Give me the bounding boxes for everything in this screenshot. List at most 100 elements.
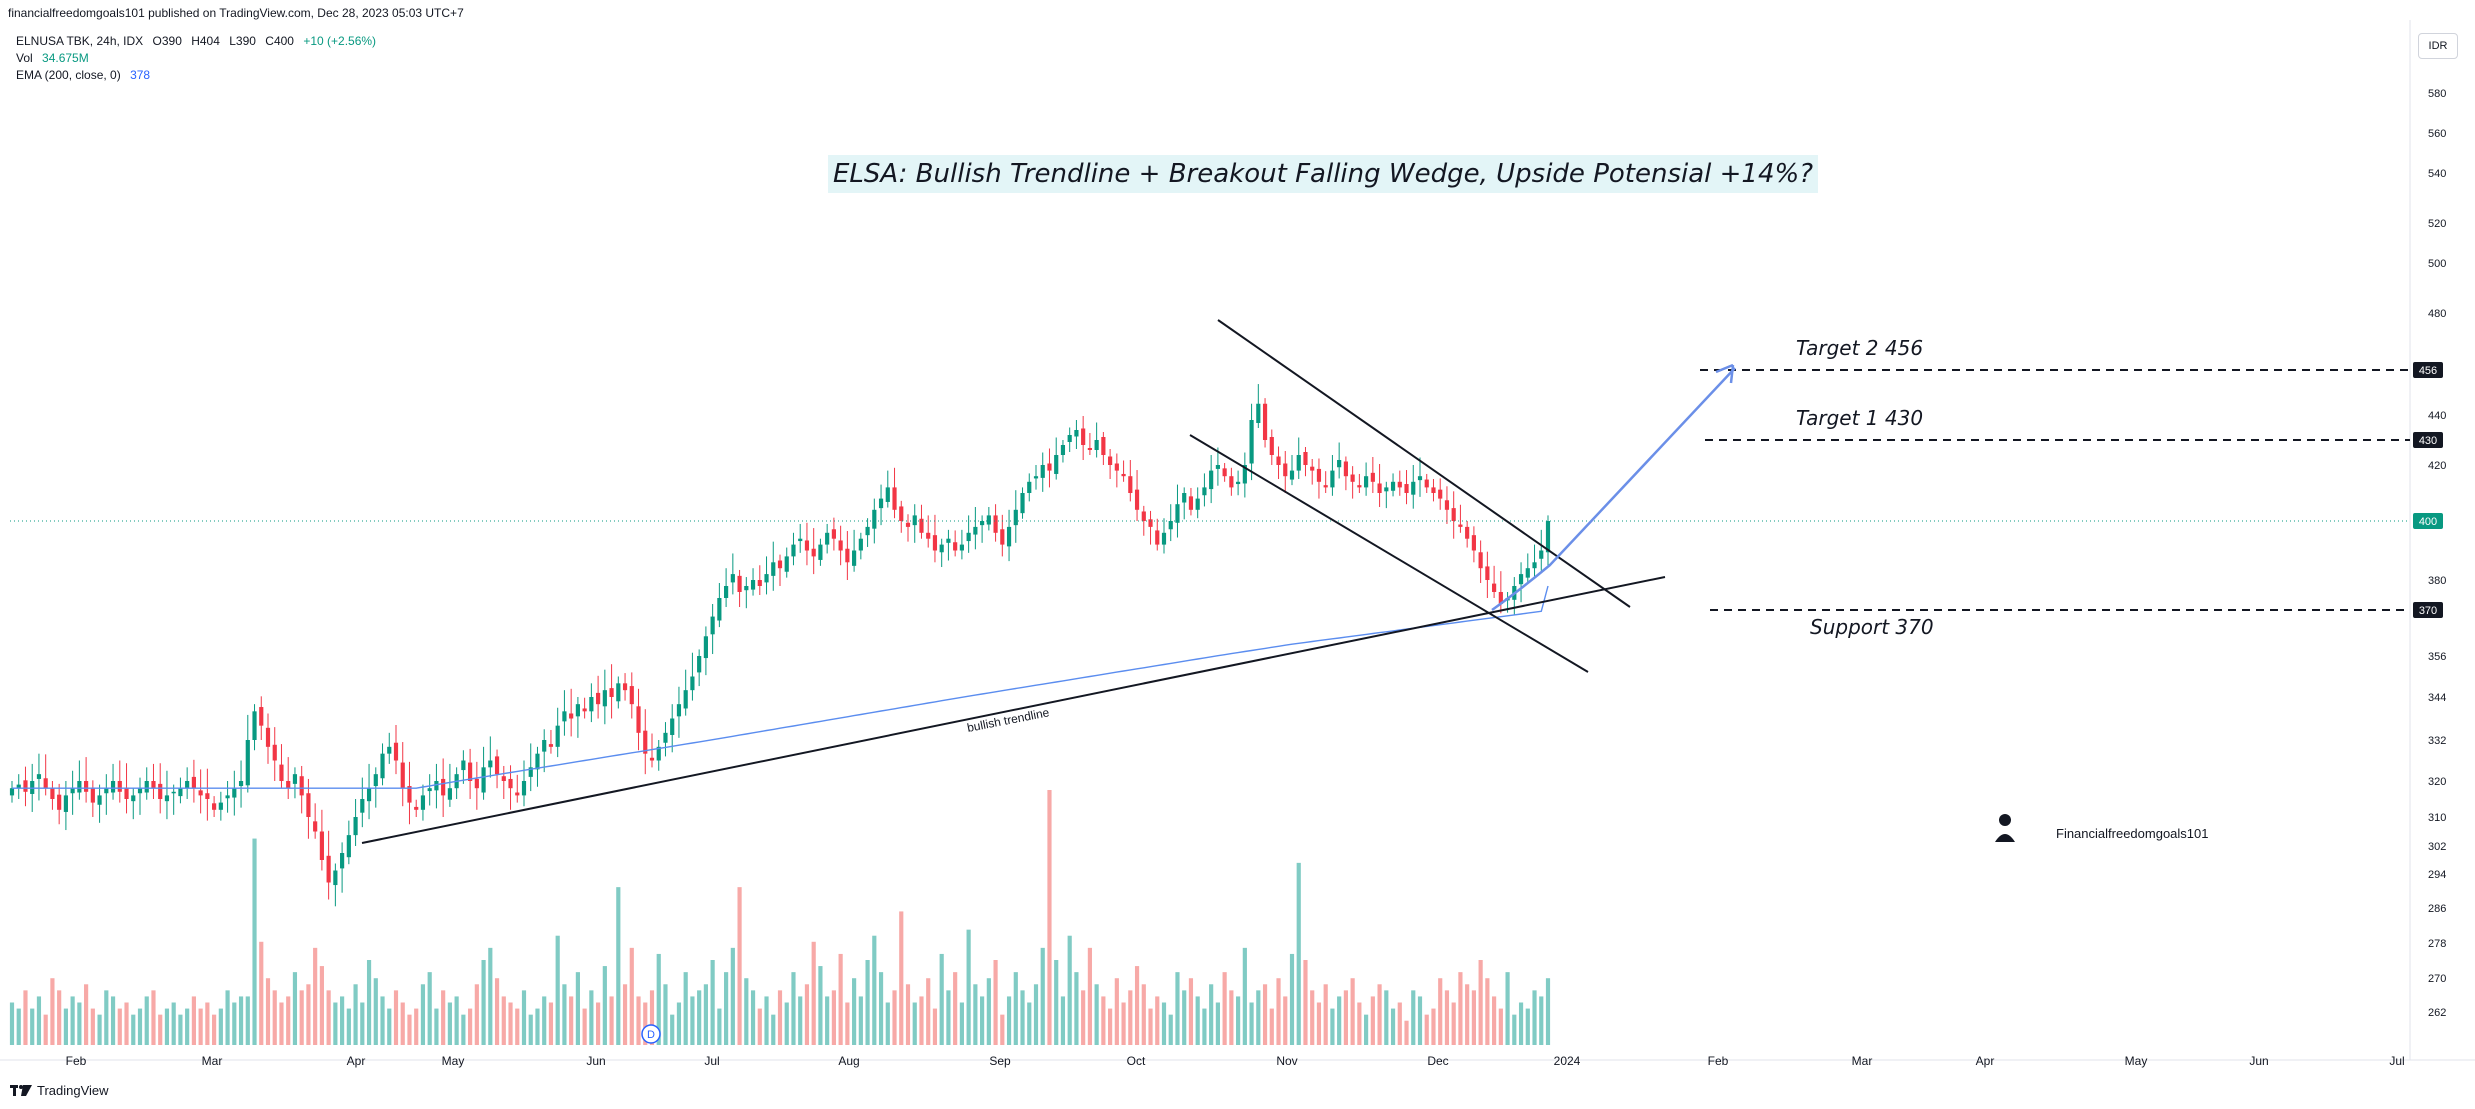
volume-bar	[973, 984, 978, 1045]
candle-body	[265, 727, 271, 747]
volume-bar	[340, 996, 345, 1045]
candle-body	[528, 767, 533, 777]
candle-body	[575, 704, 580, 717]
x-tick-label: Mar	[202, 1054, 223, 1068]
y-tick-label: 420	[2428, 460, 2446, 472]
candle-body	[36, 774, 42, 779]
candle-body	[1195, 498, 1200, 510]
candle-body	[1060, 445, 1066, 455]
volume-bar	[508, 1002, 513, 1045]
candle-body	[562, 711, 567, 722]
candle-body	[629, 686, 634, 705]
volume-label[interactable]: Vol	[16, 51, 33, 65]
candle-body	[1155, 530, 1160, 545]
volume-bar	[569, 996, 574, 1045]
volume-bar	[1215, 1002, 1220, 1045]
candle-body	[993, 515, 998, 533]
candle-body	[1337, 460, 1342, 468]
level-annotation: Target 2 456	[1796, 336, 1923, 360]
volume-bar	[764, 996, 769, 1045]
y-tick-label: 480	[2428, 308, 2446, 320]
candle-body	[77, 781, 82, 793]
candle-body	[1310, 466, 1315, 471]
candle-body	[1006, 526, 1012, 547]
candle-body	[434, 781, 439, 791]
volume-bar	[1431, 1008, 1436, 1045]
candle-body	[407, 786, 412, 803]
candle-body	[811, 548, 816, 557]
volume-bar	[1276, 978, 1281, 1045]
candle-body	[946, 538, 951, 543]
volume-bar	[1202, 1008, 1207, 1045]
candle-body	[1431, 487, 1436, 493]
candle-body	[697, 656, 702, 673]
candle-body	[57, 794, 62, 810]
candle-body	[1424, 479, 1429, 488]
author-icon	[1999, 814, 2011, 826]
volume-bar	[589, 990, 594, 1045]
candle-body	[1020, 493, 1025, 514]
volume-bar	[710, 960, 715, 1045]
candle-body	[926, 532, 931, 539]
volume-bar	[1350, 978, 1355, 1045]
volume-bar	[1377, 984, 1382, 1045]
volume-bar	[50, 978, 55, 1045]
candle-body	[1074, 430, 1079, 437]
volume-bar	[1492, 996, 1497, 1045]
volume-bar	[205, 1002, 210, 1045]
volume-bar	[1364, 1014, 1369, 1045]
y-tick-label: 344	[2428, 692, 2446, 704]
candle-body	[50, 788, 55, 799]
candle-body	[872, 509, 877, 529]
candle-body	[461, 760, 466, 771]
volume-bar	[218, 1008, 223, 1045]
volume-bar	[535, 1008, 540, 1045]
wedge-upper-line	[1217, 319, 1631, 608]
volume-bar	[649, 990, 655, 1045]
ema-label[interactable]: EMA (200, close, 0)	[16, 68, 121, 82]
volume-bar	[521, 990, 527, 1045]
volume-bar	[1060, 996, 1066, 1045]
volume-bar	[1303, 960, 1308, 1045]
candle-body	[23, 780, 28, 792]
volume-bar	[360, 1002, 365, 1045]
volume-bar	[407, 1014, 412, 1045]
footer-brand[interactable]: TradingView	[37, 1083, 109, 1098]
volume-bar	[939, 953, 944, 1045]
price-label-text: 430	[2419, 435, 2437, 447]
candle-body	[1370, 472, 1375, 482]
candle-body	[1323, 485, 1328, 488]
volume-bar	[683, 972, 688, 1045]
volume-bar	[286, 996, 291, 1045]
candle-body	[1081, 428, 1086, 445]
candle-body	[178, 788, 183, 797]
volume-bar	[771, 1014, 776, 1045]
candle-body	[1134, 489, 1140, 510]
candle-body	[1182, 493, 1187, 503]
candle-body	[683, 690, 688, 709]
candle-body	[238, 781, 244, 787]
volume-bar	[131, 1014, 136, 1045]
volume-bar	[57, 990, 62, 1045]
candle-body	[1094, 440, 1099, 450]
candle-body	[137, 788, 143, 794]
candle-body	[1054, 455, 1059, 474]
candle-body	[346, 835, 351, 858]
volume-bar	[1094, 984, 1099, 1045]
candle-body	[353, 817, 358, 836]
volume-bar	[346, 1008, 351, 1045]
volume-bar	[825, 996, 830, 1045]
candle-body	[414, 806, 419, 810]
currency-button[interactable]: IDR	[2418, 33, 2458, 59]
candle-body	[1108, 456, 1113, 465]
volume-bar	[454, 996, 459, 1045]
candle-body	[218, 802, 223, 810]
candle-body	[521, 781, 527, 796]
candle-body	[1316, 468, 1322, 482]
volume-bar	[151, 990, 156, 1045]
price-chart[interactable]: bullish trendline Target 2 456 Target 1 43…	[0, 20, 2475, 1080]
volume-bar	[43, 1014, 48, 1045]
volume-bar	[36, 996, 42, 1045]
candle-body	[1444, 500, 1450, 510]
symbol-name[interactable]: ELNUSA TBK, 24h, IDX	[16, 34, 144, 48]
